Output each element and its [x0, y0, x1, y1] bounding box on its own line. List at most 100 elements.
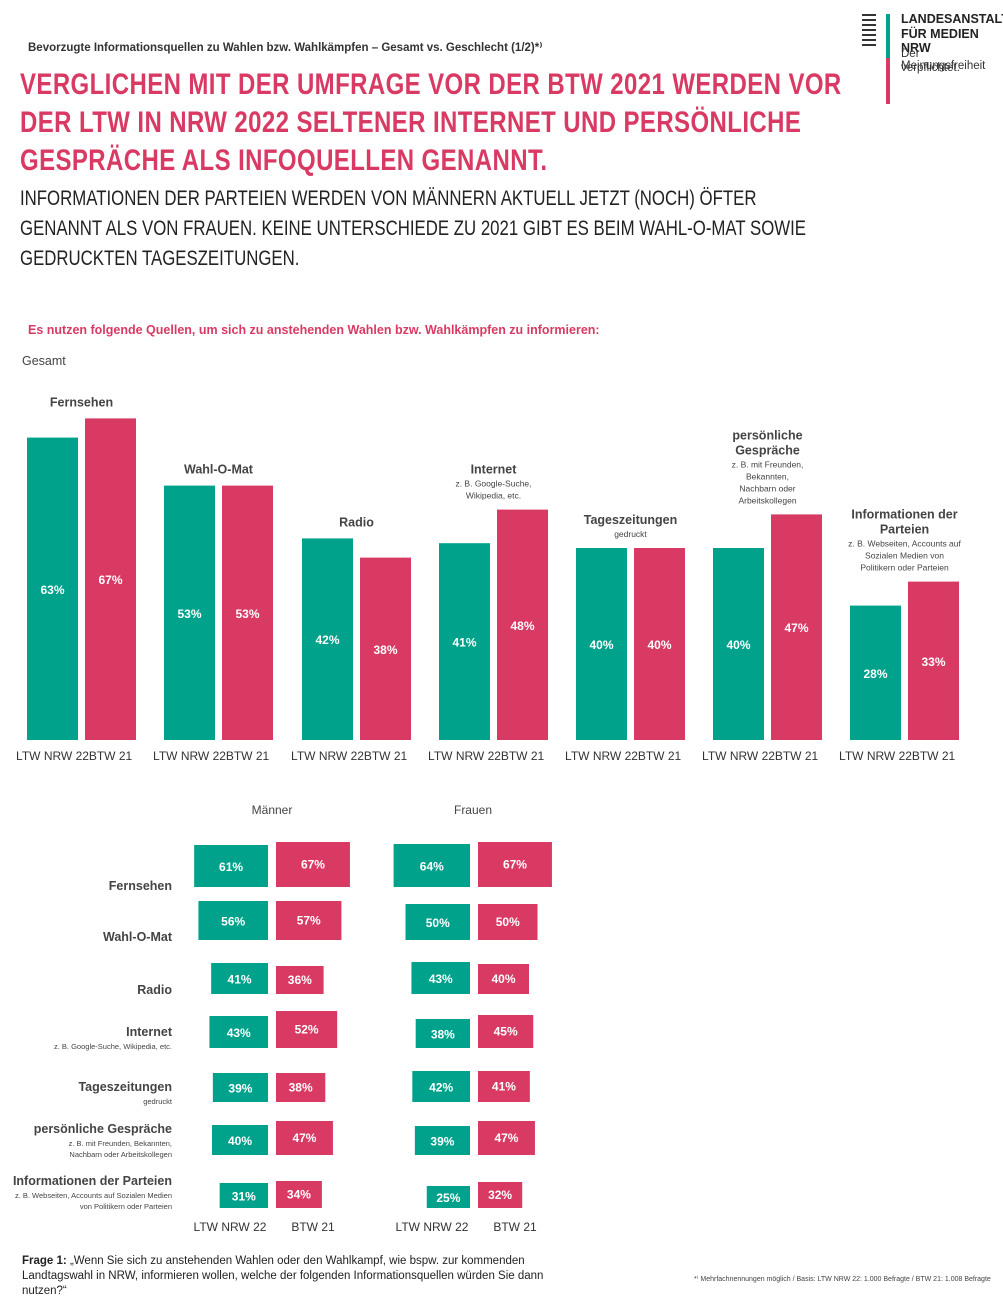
gender-row-sublabel: z. B. Webseiten, Accounts auf Sozialen M… [15, 1191, 172, 1200]
value-label-ltw: 28% [863, 667, 887, 681]
value-label-btw: 47% [784, 621, 808, 635]
gender-bar-btw [276, 1073, 326, 1102]
gender-value-btw: 34% [287, 1188, 311, 1202]
value-label-btw: 67% [98, 573, 122, 587]
bar-ltw [439, 543, 490, 740]
gender-bar-btw [478, 1071, 530, 1102]
gender-bar-btw [276, 842, 350, 887]
value-label-btw: 40% [647, 638, 671, 652]
value-label-ltw: 42% [315, 633, 339, 647]
gender-bar-ltw [219, 1183, 268, 1208]
category-title: Fernsehen [50, 395, 113, 409]
logo-stripe-green [886, 14, 890, 58]
axis-label-btw: BTW 21 [638, 749, 682, 763]
category-title: persönliche [732, 428, 802, 442]
gender-bar-btw [478, 1121, 535, 1155]
gender-row-label: Tageszeitungen [78, 1080, 172, 1094]
gender-bar-ltw [411, 962, 470, 994]
gender-bar-btw [478, 904, 538, 940]
bar-ltw [302, 538, 353, 740]
bar-ltw [713, 548, 764, 740]
gender-panel-title: Männer [252, 803, 293, 817]
category-title: Parteien [880, 523, 929, 537]
gender-bar-ltw [212, 1125, 268, 1155]
bar-btw [908, 581, 959, 740]
bar-ltw [164, 485, 215, 740]
gender-value-ltw: 64% [420, 860, 444, 874]
gender-value-btw: 45% [494, 1025, 518, 1039]
gender-value-ltw: 43% [429, 972, 453, 986]
value-label-ltw: 63% [40, 583, 64, 597]
gender-row-label: Internet [126, 1025, 173, 1039]
gender-value-btw: 38% [289, 1081, 313, 1095]
bar-ltw [576, 548, 627, 740]
gender-axis-label-btw: BTW 21 [493, 1220, 537, 1234]
gender-value-btw: 47% [494, 1131, 518, 1145]
gender-axis-label-btw: BTW 21 [291, 1220, 335, 1234]
bar-btw [771, 514, 822, 740]
axis-label-btw: BTW 21 [501, 749, 545, 763]
gender-row-sublabel: Nachbarn oder Arbeitskollegen [69, 1150, 172, 1159]
gender-bar-ltw [209, 1016, 268, 1048]
category-subtitle: Politikern oder Parteien [860, 563, 949, 573]
bar-ltw [850, 605, 901, 740]
gender-axis-label-ltw: LTW NRW 22 [396, 1220, 469, 1234]
gender-bar-btw [276, 1011, 338, 1048]
gender-bar-btw [478, 1182, 523, 1208]
gender-value-ltw: 61% [219, 860, 243, 874]
axis-label-btw: BTW 21 [364, 749, 408, 763]
bar-btw [360, 557, 411, 740]
category-title: Wahl-O-Mat [184, 463, 254, 477]
gender-value-ltw: 39% [430, 1135, 454, 1149]
gender-row-label: Informationen der Parteien [13, 1174, 172, 1188]
gender-bar-btw [276, 1121, 333, 1155]
bar-btw [634, 548, 685, 740]
footnote: *⁾ Mehrfachnennungen möglich / Basis: LT… [694, 1276, 991, 1283]
gender-value-btw: 32% [488, 1188, 512, 1202]
kicker-title: Bevorzugte Informationsquellen zu Wahlen… [28, 42, 543, 54]
question-text: „Wenn Sie sich zu anstehenden Wahlen ode… [22, 1255, 544, 1297]
value-label-ltw: 40% [589, 638, 613, 652]
gender-value-ltw: 42% [429, 1081, 453, 1095]
question-intro: Es nutzen folgende Quellen, um sich zu a… [28, 323, 600, 337]
bar-btw [85, 418, 136, 740]
gender-value-btw: 57% [297, 914, 321, 928]
gender-value-ltw: 25% [436, 1191, 460, 1205]
gender-bar-ltw [212, 1073, 268, 1102]
axis-label-btw: BTW 21 [912, 749, 956, 763]
value-label-ltw: 41% [452, 636, 476, 650]
footer-question: Frage 1: „Wenn Sie sich zu anstehenden W… [22, 1254, 582, 1299]
value-label-btw: 53% [235, 607, 259, 621]
category-title: Informationen der [851, 508, 957, 522]
gender-value-ltw: 38% [431, 1028, 455, 1042]
bar-ltw [27, 437, 78, 740]
gender-bar-btw [276, 1181, 322, 1208]
gender-bar-ltw [198, 901, 268, 940]
gender-value-btw: 36% [288, 973, 312, 987]
gender-bar-ltw [405, 904, 470, 940]
headline: VERGLICHEN MIT DER UMFRAGE VOR DER BTW 2… [20, 68, 842, 177]
gender-value-btw: 41% [492, 1080, 516, 1094]
gender-row-sublabel: z. B. mit Freunden, Bekannten, [69, 1139, 172, 1148]
axis-label-ltw: LTW NRW 22 [153, 749, 226, 763]
gender-axis-label-ltw: LTW NRW 22 [194, 1220, 267, 1234]
gender-bar-btw [478, 1015, 534, 1048]
gender-bar-ltw [211, 963, 268, 994]
gender-value-ltw: 56% [221, 915, 245, 929]
axis-label-ltw: LTW NRW 22 [16, 749, 89, 763]
logo-title-line1: LANDESANSTALT [901, 12, 1003, 26]
axis-label-btw: BTW 21 [89, 749, 133, 763]
category-title: Radio [339, 515, 374, 529]
category-title: Internet [471, 463, 518, 477]
gender-panel-title: Frauen [454, 803, 492, 817]
logo-title-line2: FÜR MEDIEN NRW [901, 27, 979, 55]
category-subtitle: z. B. Webseiten, Accounts auf [848, 539, 961, 549]
bar-btw [222, 485, 273, 740]
gesamt-label: Gesamt [22, 354, 66, 368]
gender-row-label: Wahl-O-Mat [103, 930, 173, 944]
value-label-ltw: 40% [726, 638, 750, 652]
gender-value-ltw: 41% [228, 973, 252, 987]
category-subtitle: Bekannten, [746, 471, 789, 481]
gender-row-sublabel: von Politikern oder Parteien [80, 1202, 172, 1211]
